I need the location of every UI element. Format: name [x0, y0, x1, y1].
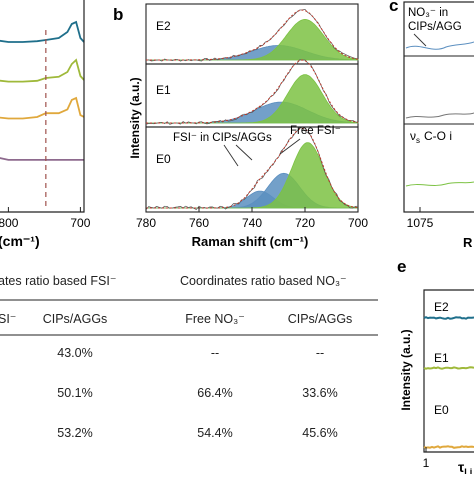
table-cell-cips-no3-row2: 33.6% [302, 386, 337, 400]
panel-b-tick-label-3: 720 [295, 216, 315, 230]
table-header-no3: Coordinates ratio based NO₃⁻ [180, 274, 347, 288]
panel-b-subplot-label-e0: E0 [156, 152, 171, 166]
table-cell-free-no3-row3: 54.4% [197, 426, 232, 440]
panel-c-x-label-fragment: R [463, 235, 473, 250]
panel-b-e2-peak-2 [146, 18, 359, 61]
panel-e-frame [423, 289, 474, 453]
panel-c-frame [403, 1, 474, 213]
table-cell-cips-fsi-row3: 53.2% [57, 426, 92, 440]
panel-e-curve-label-e2: E2 [434, 300, 449, 314]
panel-c-spectrum-1 [405, 41, 474, 50]
panel-b-x-label: Raman shift (cm⁻¹) [192, 234, 309, 249]
table-col-fsi-fragment: SI⁻ [0, 312, 16, 326]
annotation-arrow-c [413, 33, 427, 47]
panel-a-series-1 [0, 20, 85, 43]
panel-e-curves [423, 316, 474, 449]
panel-b: b Intensity (a.u.) 780 760 740 720 700 Raman… [113, 3, 368, 249]
panel-b-tick-label-0: 780 [136, 216, 156, 230]
panel-d-table: ates ratio based FSI⁻ Coordinates ratio … [0, 274, 378, 440]
panel-b-label: b [113, 5, 123, 24]
panel-b-e0-fit [146, 127, 359, 209]
panel-e-curve-e0 [423, 445, 474, 449]
table-col-cips-no3: CIPs/AGGs [288, 312, 353, 326]
panel-c-label: c [389, 0, 398, 15]
table-col-free-no3: Free NO₃⁻ [185, 312, 245, 326]
panel-a-tick-label-0: 800 [0, 216, 19, 230]
panel-b-x-ticks: 780 760 740 720 700 [136, 207, 368, 230]
annotation-no3: NO₃⁻ in [408, 7, 448, 19]
panel-e-curve-e2 [423, 316, 474, 320]
panel-b-tick-label-1: 760 [189, 216, 209, 230]
panel-c-spectrum-3 [405, 181, 474, 187]
annotation-arrow-2 [235, 144, 253, 161]
annotation-arrow-1 [223, 144, 239, 167]
table-cell-cips-no3-row3: 45.6% [302, 426, 337, 440]
panel-b-subplot-label-e2: E2 [156, 19, 171, 33]
panel-b-subplots [145, 3, 359, 213]
annotation-cips-agg: CIPs/AGG [408, 21, 462, 33]
table-body: 43.0% -- -- 50.1% 66.4% 33.6% 53.2% 54.4% 45.6% [57, 346, 337, 440]
panel-e-curve-label-e0: E0 [434, 403, 449, 417]
panel-a: 800 700 (cm⁻¹) [0, 0, 91, 249]
panel-b-y-label: Intensity (a.u.) [128, 77, 142, 158]
annotation-fsi-cips: FSI⁻ in CIPs/AGGs [173, 132, 272, 144]
panel-c-spectrum-2 [405, 112, 474, 119]
panel-e-x-label: τLi [458, 459, 472, 474]
table-header-fsi: ates ratio based FSI⁻ [0, 274, 116, 288]
table-cell-cips-fsi-row2: 50.1% [57, 386, 92, 400]
panel-b-tick-label-4: 700 [348, 216, 368, 230]
annotation-arrow-3 [279, 138, 301, 155]
panel-b-e2-measured [145, 9, 359, 62]
panel-a-series-4 [0, 157, 84, 161]
panel-e-x-label-sub: Li [464, 467, 472, 474]
table-cell-free-no3-row2: 66.4% [197, 386, 232, 400]
panel-a-series-2 [0, 58, 85, 83]
panel-e-label: e [397, 257, 406, 276]
annotation-free-fsi: Free FSI⁻ [290, 125, 341, 137]
table-cell-cips-no3-row1: -- [316, 346, 324, 360]
panel-a-series-3 [0, 96, 85, 120]
panel-c-x-tick-label: 1075 [407, 216, 434, 230]
table-col-cips-fsi: CIPs/AGGs [43, 312, 108, 326]
annotation-vs-nu: ν [410, 129, 416, 143]
panel-a-x-ticks: 800 700 [0, 207, 91, 230]
annotation-vs-sub: s [416, 136, 420, 145]
panel-e-curve-label-e1: E1 [434, 351, 449, 365]
panel-b-tick-label-2: 740 [242, 216, 262, 230]
panel-e-y-label: Intensity (a.u.) [399, 329, 413, 410]
table-cell-free-no3-row1: -- [211, 346, 219, 360]
table-cell-cips-fsi-row1: 43.0% [57, 346, 92, 360]
panel-e-curve-e1 [423, 366, 474, 370]
panel-a-tick-label-1: 700 [70, 216, 90, 230]
panel-a-spectra [0, 20, 85, 161]
panel-a-x-label: (cm⁻¹) [0, 233, 40, 249]
panel-b-subplot-label-e1: E1 [156, 83, 171, 97]
panel-e: e Intensity (a.u.) E2 E1 E0 1 τLi [397, 257, 474, 477]
annotation-vs-tail: C-O i [424, 129, 452, 143]
panel-b-e1-fit [146, 59, 359, 124]
panel-e-x-label-tau: τ [458, 459, 465, 474]
panel-e-x-tick-label: 1 [423, 456, 430, 470]
panel-c: c NO₃⁻ in CIPs/AGG νs C-O i 1075 R [389, 0, 474, 250]
annotation-vs: νs C-O i [410, 129, 452, 145]
panel-a-frame [0, 0, 85, 213]
